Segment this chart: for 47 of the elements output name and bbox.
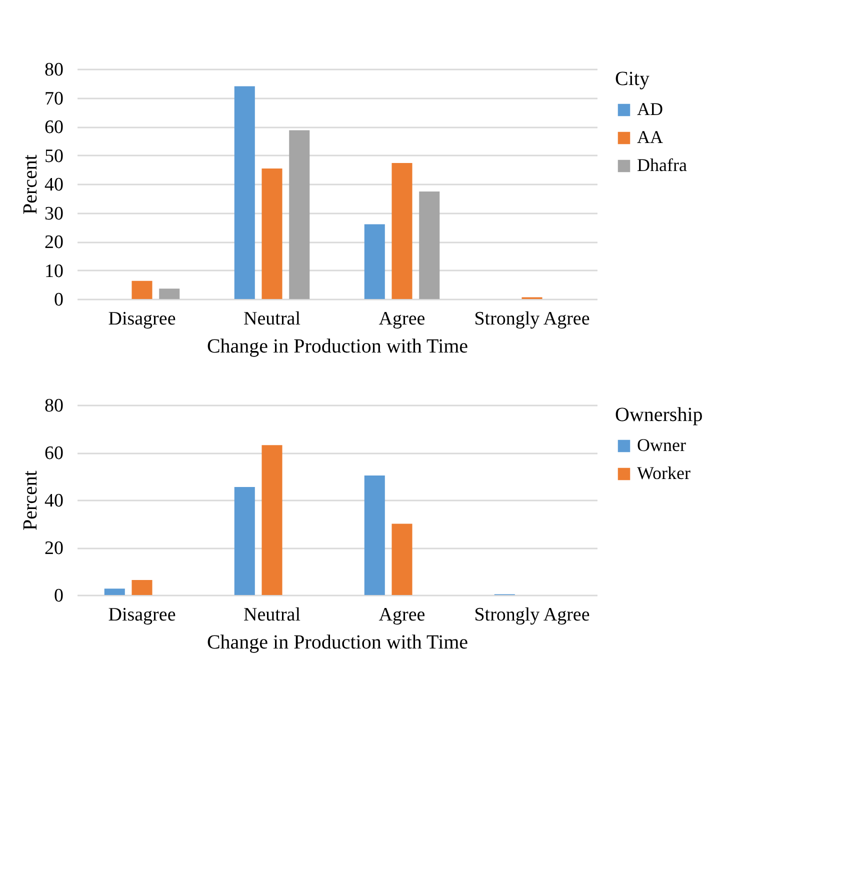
x-axis-title: Change in Production with Time bbox=[206, 632, 468, 654]
x-tick-label: Neutral bbox=[244, 604, 300, 626]
y-tick-label: 20 bbox=[44, 232, 64, 253]
bar bbox=[104, 588, 125, 595]
y-tick-label: 70 bbox=[44, 88, 64, 110]
y-tick-label: 60 bbox=[44, 117, 64, 138]
bar bbox=[159, 288, 180, 299]
bar bbox=[289, 130, 310, 299]
y-tick-label: 60 bbox=[44, 443, 64, 464]
y-tick-label: 40 bbox=[44, 490, 64, 512]
bar bbox=[262, 445, 282, 595]
bar bbox=[419, 191, 440, 299]
y-axis-title: Percent bbox=[20, 470, 42, 530]
x-tick-label: Disagree bbox=[108, 308, 176, 330]
legend-label: Dhafra bbox=[637, 155, 687, 175]
legend-label: AA bbox=[637, 127, 663, 147]
y-tick-label: 30 bbox=[44, 203, 64, 224]
y-tick-label: 0 bbox=[54, 586, 64, 606]
bar bbox=[364, 224, 385, 299]
y-tick-label: 0 bbox=[54, 290, 64, 310]
legend-label: Worker bbox=[637, 463, 691, 483]
bar bbox=[132, 280, 152, 299]
x-tick-label: Strongly Agree bbox=[474, 308, 590, 330]
x-tick-label: Agree bbox=[378, 308, 426, 330]
x-axis-title: Change in Production with Time bbox=[206, 336, 468, 358]
y-tick-label: 10 bbox=[44, 260, 64, 282]
x-tick-label: Disagree bbox=[108, 604, 176, 626]
x-tick-label: Neutral bbox=[244, 308, 300, 330]
y-tick-label: 80 bbox=[44, 396, 64, 416]
legend-label: Owner bbox=[637, 435, 686, 455]
bar bbox=[364, 476, 385, 595]
y-tick-label: 20 bbox=[44, 538, 64, 559]
y-tick-label: 80 bbox=[44, 60, 64, 80]
x-tick-label: Agree bbox=[378, 604, 426, 626]
bar bbox=[234, 86, 255, 299]
x-tick-label: Strongly Agree bbox=[474, 604, 590, 626]
legend-label: AD bbox=[637, 99, 663, 119]
bar bbox=[392, 524, 412, 595]
bar bbox=[132, 580, 152, 595]
y-axis-title: Percent bbox=[20, 154, 42, 214]
y-tick-label: 40 bbox=[44, 174, 64, 196]
legend-title: Ownership bbox=[615, 404, 703, 426]
bar bbox=[392, 163, 412, 299]
legend-title: City bbox=[615, 68, 650, 90]
bar bbox=[262, 168, 282, 299]
y-tick-label: 50 bbox=[44, 146, 64, 167]
bar bbox=[234, 486, 255, 595]
